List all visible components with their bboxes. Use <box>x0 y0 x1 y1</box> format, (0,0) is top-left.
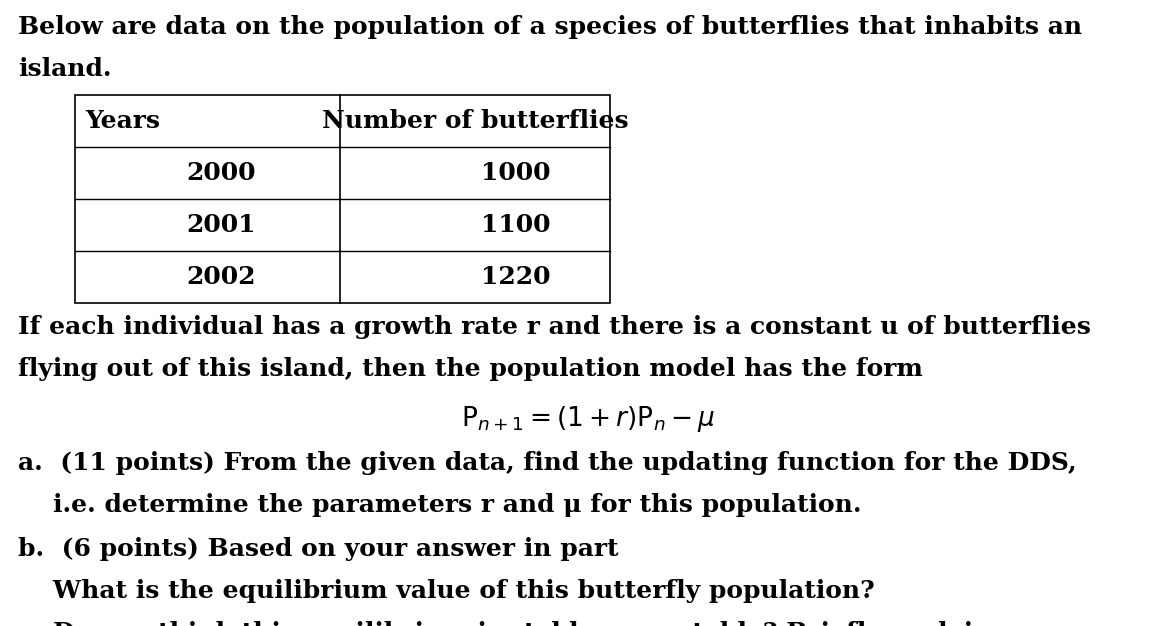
Text: If each individual has a growth rate r and there is a constant u of butterflies: If each individual has a growth rate r a… <box>18 315 1091 339</box>
Text: 1000: 1000 <box>481 161 550 185</box>
Text: $\mathrm{P}_{n+1} = (1 + r)\mathrm{P}_n - \mu$: $\mathrm{P}_{n+1} = (1 + r)\mathrm{P}_n … <box>461 404 715 434</box>
Text: island.: island. <box>18 57 112 81</box>
Text: 1100: 1100 <box>481 213 550 237</box>
Text: 2002: 2002 <box>186 265 255 289</box>
Bar <box>75 95 610 303</box>
Text: 2000: 2000 <box>186 161 255 185</box>
Text: Below are data on the population of a species of butterflies that inhabits an: Below are data on the population of a sp… <box>18 15 1082 39</box>
Text: What is the equilibrium value of this butterfly population?: What is the equilibrium value of this bu… <box>18 579 875 603</box>
Text: i.e. determine the parameters r and μ for this population.: i.e. determine the parameters r and μ fo… <box>18 493 862 517</box>
Text: Do you think this equilibrium is stable or unstable? Briefly explain your: Do you think this equilibrium is stable … <box>18 621 1062 626</box>
Text: b.  (6 points) Based on your answer in part: b. (6 points) Based on your answer in pa… <box>18 537 619 561</box>
Text: flying out of this island, then the population model has the form: flying out of this island, then the popu… <box>18 357 923 381</box>
Text: a.  (11 points) From the given data, find the updating function for the DDS,: a. (11 points) From the given data, find… <box>18 451 1076 475</box>
Text: 1220: 1220 <box>481 265 550 289</box>
Text: 2001: 2001 <box>186 213 255 237</box>
Text: Years: Years <box>85 109 160 133</box>
Text: Number of butterflies: Number of butterflies <box>322 109 628 133</box>
